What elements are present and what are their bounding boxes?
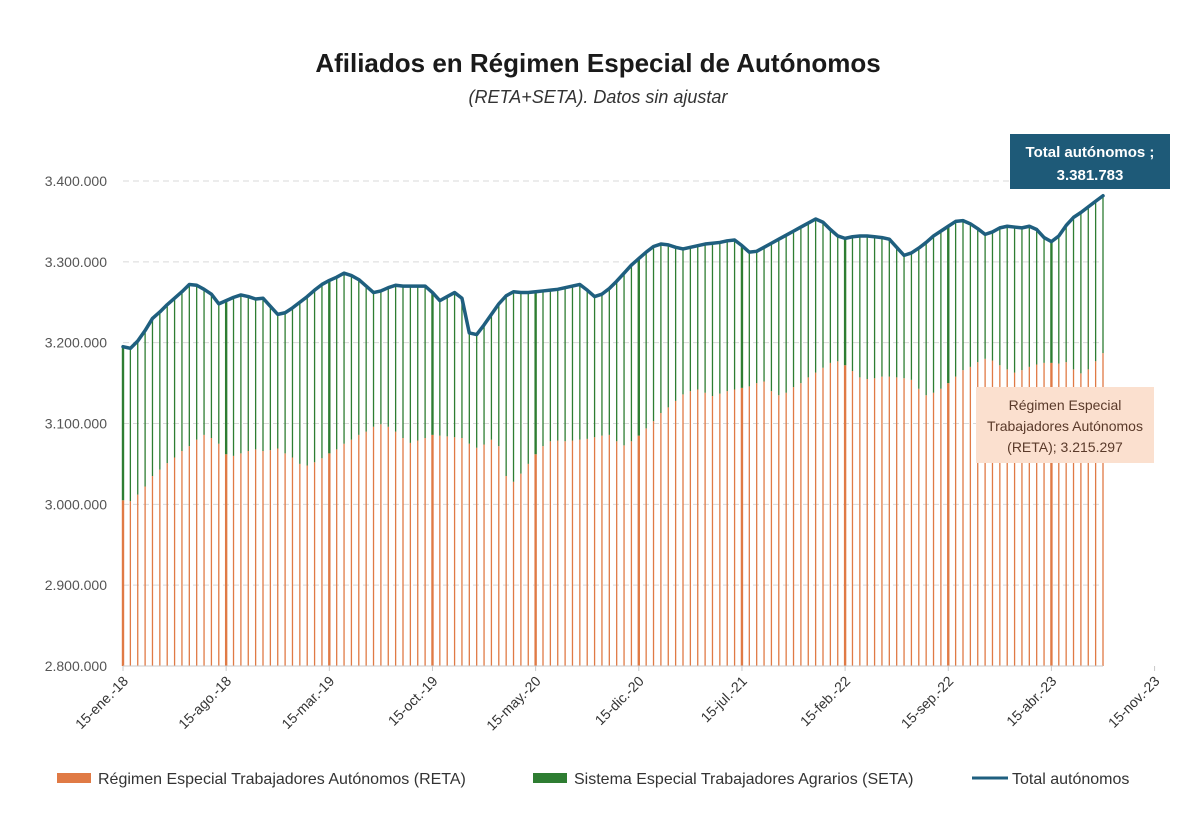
x-tick-label: 15-nov.-23 xyxy=(1105,673,1163,731)
legend: Régimen Especial Trabajadores Autónomos … xyxy=(57,771,1129,788)
x-tick-label: 15-dic.-20 xyxy=(592,673,647,728)
callout-reta-line1: Régimen Especial xyxy=(1009,397,1122,413)
y-tick-label: 3.100.000 xyxy=(45,416,107,432)
callout-total-line2: 3.381.783 xyxy=(1057,167,1124,184)
legend-label-seta: Sistema Especial Trabajadores Agrarios (… xyxy=(574,771,913,788)
legend-label-reta: Régimen Especial Trabajadores Autónomos … xyxy=(98,771,466,788)
x-tick-label: 15-ago.-18 xyxy=(175,673,234,732)
y-tick-label: 3.200.000 xyxy=(45,335,107,351)
callout-reta-line3: (RETA); 3.215.297 xyxy=(1007,439,1123,455)
legend-swatch-seta xyxy=(533,773,567,783)
y-tick-label: 3.000.000 xyxy=(45,496,107,512)
x-tick-label: 15-mar.-19 xyxy=(278,673,337,732)
gridlines xyxy=(123,180,1103,586)
callout-total-box xyxy=(1010,134,1170,189)
callout-total: Total autónomos ; 3.381.783 xyxy=(1010,134,1170,189)
y-tick-label: 3.300.000 xyxy=(45,254,107,270)
x-tick-label: 15-sep.-22 xyxy=(898,673,957,732)
y-axis-ticks: 2.800.000 2.900.000 3.000.000 3.100.000 3.20… xyxy=(45,173,107,674)
x-tick-label: 15-feb.-22 xyxy=(797,673,854,730)
total-series xyxy=(121,193,1105,351)
x-tick-label: 15-abr.-23 xyxy=(1003,673,1060,730)
x-tick-label: 15-jul.-21 xyxy=(697,673,750,726)
y-tick-label: 2.800.000 xyxy=(45,658,107,674)
x-tick-label: 15-may.-20 xyxy=(483,673,544,734)
x-axis-ticks: 15-ene.-18 15-ago.-18 15-mar.-19 15-oct.-19… xyxy=(72,666,1163,734)
y-tick-label: 2.900.000 xyxy=(45,577,107,593)
legend-label-total: Total autónomos xyxy=(1012,771,1129,788)
callout-reta: Régimen Especial Trabajadores Autónomos … xyxy=(976,387,1154,463)
bars xyxy=(121,195,1104,666)
legend-swatch-reta xyxy=(57,773,91,783)
y-tick-label: 3.400.000 xyxy=(45,173,107,189)
total-line xyxy=(121,193,1105,351)
callout-reta-line2: Trabajadores Autónomos xyxy=(987,418,1143,434)
callout-total-line1: Total autónomos ; xyxy=(1026,144,1155,161)
x-tick-label: 15-ene.-18 xyxy=(72,673,131,732)
callout-reta-box xyxy=(976,387,1154,463)
chart-title: Afiliados en Régimen Especial de Autónom… xyxy=(315,48,880,78)
chart-subtitle: (RETA+SETA). Datos sin ajustar xyxy=(469,87,729,107)
x-tick-label: 15-oct.-19 xyxy=(385,673,441,729)
